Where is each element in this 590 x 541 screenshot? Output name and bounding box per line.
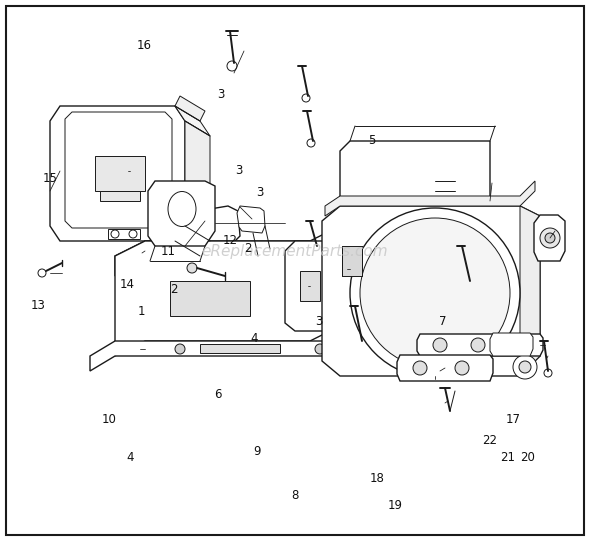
Polygon shape [397,355,493,381]
Text: 6: 6 [215,388,222,401]
Circle shape [433,338,447,352]
Text: 3: 3 [256,186,263,199]
Polygon shape [115,241,340,356]
Circle shape [466,205,478,217]
Circle shape [544,369,552,377]
Text: 20: 20 [520,451,536,464]
Circle shape [360,218,510,368]
Text: 13: 13 [31,299,46,312]
Polygon shape [300,271,320,301]
Circle shape [513,355,537,379]
Polygon shape [175,96,205,121]
Circle shape [540,228,560,248]
Polygon shape [325,181,535,216]
Circle shape [545,233,555,243]
Text: 10: 10 [101,413,117,426]
Circle shape [290,286,300,296]
Polygon shape [193,206,240,246]
Text: 3: 3 [218,88,225,101]
Polygon shape [285,241,335,331]
Text: 4: 4 [126,451,133,464]
Circle shape [111,230,119,238]
Polygon shape [343,263,357,283]
Text: 3: 3 [315,315,322,328]
Text: 17: 17 [506,413,521,426]
Text: 11: 11 [160,245,176,258]
Circle shape [187,263,197,273]
Text: 12: 12 [222,234,238,247]
Circle shape [227,61,237,71]
Text: 22: 22 [482,434,497,447]
Text: 9: 9 [253,445,260,458]
Text: 14: 14 [119,278,135,291]
Polygon shape [417,334,543,356]
Circle shape [519,361,531,373]
Ellipse shape [168,192,196,227]
Polygon shape [185,121,210,241]
Text: 2: 2 [244,242,251,255]
Text: 3: 3 [235,164,242,177]
Polygon shape [100,191,140,201]
Polygon shape [95,156,145,191]
Text: 8: 8 [291,489,299,502]
Polygon shape [170,281,250,316]
Circle shape [175,344,185,354]
Text: 15: 15 [42,172,58,185]
Polygon shape [65,112,172,228]
Circle shape [467,280,473,286]
Polygon shape [340,141,490,261]
Text: 5: 5 [368,134,375,147]
Polygon shape [175,106,210,136]
Circle shape [315,344,325,354]
Polygon shape [322,206,540,376]
Circle shape [509,338,523,352]
Text: 1: 1 [138,305,145,318]
Polygon shape [534,215,565,261]
Circle shape [314,245,320,251]
Polygon shape [337,246,363,291]
Polygon shape [50,106,185,241]
Polygon shape [108,229,140,239]
Circle shape [455,361,469,375]
Text: 21: 21 [500,451,515,464]
Polygon shape [237,206,265,233]
Text: 19: 19 [388,499,403,512]
Polygon shape [90,326,365,371]
Text: 16: 16 [137,39,152,52]
Text: 4: 4 [250,332,257,345]
Polygon shape [115,226,340,276]
Text: 7: 7 [439,315,446,328]
Polygon shape [200,344,280,353]
Polygon shape [148,181,215,246]
Text: 2: 2 [171,283,178,296]
Polygon shape [490,333,533,356]
Circle shape [129,230,137,238]
Text: eReplacementParts.com: eReplacementParts.com [202,244,388,259]
Circle shape [413,361,427,375]
Polygon shape [520,206,540,376]
Text: 18: 18 [370,472,385,485]
Circle shape [471,338,485,352]
Circle shape [302,94,310,102]
Circle shape [307,139,315,147]
Polygon shape [342,246,362,276]
Circle shape [350,208,520,378]
Circle shape [38,269,46,277]
Circle shape [358,339,366,347]
